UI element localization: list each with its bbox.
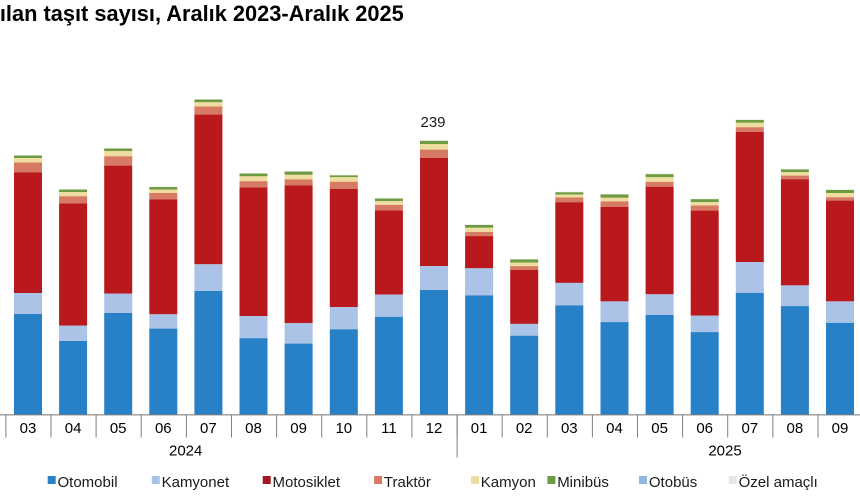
svg-text:Minibüs: Minibüs bbox=[557, 474, 609, 491]
svg-text:03: 03 bbox=[561, 420, 578, 437]
svg-text:2024: 2024 bbox=[169, 442, 202, 459]
svg-text:05: 05 bbox=[651, 420, 668, 437]
svg-text:09: 09 bbox=[290, 420, 307, 437]
svg-text:07: 07 bbox=[200, 420, 217, 437]
svg-text:02: 02 bbox=[516, 420, 533, 437]
svg-text:Özel amaçlı: Özel amaçlı bbox=[739, 473, 818, 491]
svg-text:09: 09 bbox=[832, 420, 849, 437]
svg-text:12: 12 bbox=[426, 420, 443, 437]
svg-text:06: 06 bbox=[696, 420, 713, 437]
svg-text:239: 239 bbox=[420, 114, 445, 131]
svg-text:08: 08 bbox=[787, 420, 804, 437]
svg-text:04: 04 bbox=[606, 420, 623, 437]
svg-text:Kamyonet: Kamyonet bbox=[162, 474, 230, 491]
svg-text:10: 10 bbox=[335, 420, 352, 437]
svg-text:Motosiklet: Motosiklet bbox=[273, 474, 341, 491]
svg-text:Kamyon: Kamyon bbox=[481, 474, 536, 491]
svg-text:05: 05 bbox=[110, 420, 127, 437]
svg-text:06: 06 bbox=[155, 420, 172, 437]
svg-text:01: 01 bbox=[471, 420, 488, 437]
svg-text:Otomobil: Otomobil bbox=[58, 474, 118, 491]
svg-text:08: 08 bbox=[245, 420, 262, 437]
svg-text:2025: 2025 bbox=[708, 442, 741, 459]
svg-text:Otobüs: Otobüs bbox=[649, 474, 697, 491]
svg-text:07: 07 bbox=[741, 420, 758, 437]
svg-text:03: 03 bbox=[20, 420, 37, 437]
svg-text:Traktör: Traktör bbox=[384, 474, 431, 491]
svg-text:11: 11 bbox=[381, 420, 397, 437]
svg-text:04: 04 bbox=[65, 420, 82, 437]
